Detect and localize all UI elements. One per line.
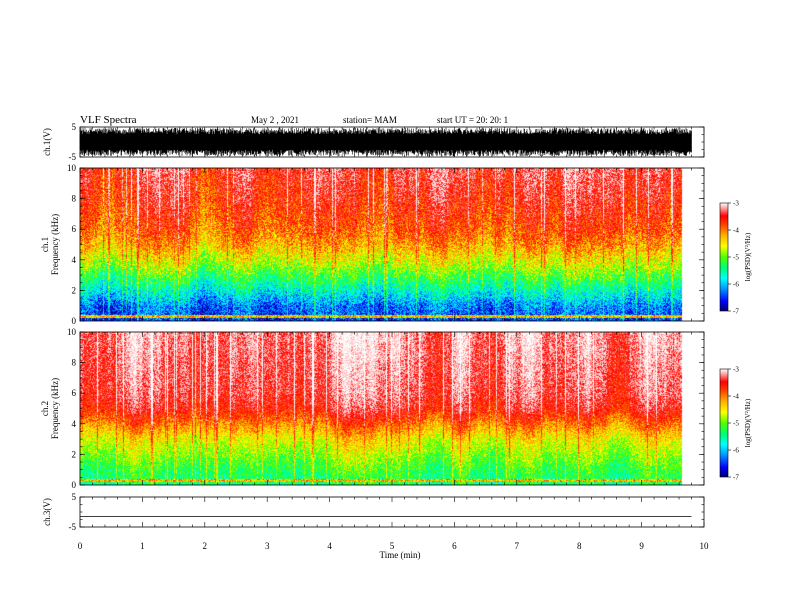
colorbar-tick-label: -3 <box>733 200 739 208</box>
colorbar-label-2: log(PSD)(V²/Hz) <box>744 398 752 447</box>
x-tick-label: 6 <box>452 541 457 551</box>
y-tick-label: 10 <box>67 327 77 337</box>
y-tick-label: 0 <box>72 316 77 326</box>
x-tick-label: 8 <box>577 541 582 551</box>
x-tick-label: 4 <box>327 541 332 551</box>
ch1-waveform-trace <box>79 127 692 157</box>
y-tick-label: 5 <box>72 122 77 132</box>
colorbar-tick-label: -4 <box>733 393 739 401</box>
x-axis-label: Time (min) <box>380 550 421 560</box>
y-tick-label: 6 <box>72 388 77 398</box>
y-tick-label: 10 <box>67 163 77 173</box>
colorbar-label-1: log(PSD)(V²/Hz) <box>744 232 752 281</box>
y-tick-label: 8 <box>72 358 77 368</box>
y-tick-label: 6 <box>72 224 77 234</box>
date-label: May 2 , 2021 <box>251 115 299 125</box>
ch2-frequency-label: Frequency (kHz) <box>50 378 60 439</box>
ch1-spec-channel-label: ch.1 <box>40 237 50 252</box>
colorbar-tick-label: -5 <box>733 254 739 262</box>
ch1-y-label: ch.1(V) <box>42 128 52 156</box>
x-tick-label: 1 <box>140 541 145 551</box>
start-time-label: start UT = 20: 20: 1 <box>437 115 508 125</box>
ch1-frequency-label: Frequency (kHz) <box>50 214 60 275</box>
x-tick-label: 3 <box>265 541 270 551</box>
ch2-spectrogram-image <box>80 332 694 485</box>
figure-title: VLF Spectra <box>80 114 137 126</box>
y-tick-label: 8 <box>72 194 77 204</box>
ch3-y-label: ch.3(V) <box>42 498 52 526</box>
ch1-spectrogram-image <box>80 168 694 321</box>
y-tick-label: 4 <box>72 419 77 429</box>
x-tick-label: 9 <box>639 541 644 551</box>
x-tick-label: 0 <box>78 541 83 551</box>
ch1-waveform-panel <box>79 127 692 157</box>
x-tick-label: 7 <box>515 541 520 551</box>
colorbar-tick-label: -7 <box>733 308 739 316</box>
x-tick-label: 2 <box>203 541 208 551</box>
colorbar-tick-label: -5 <box>733 420 739 428</box>
x-tick-label: 5 <box>390 541 395 551</box>
y-tick-label: -5 <box>69 522 77 532</box>
colorbar-tick-label: -6 <box>733 281 739 289</box>
x-tick-label: 10 <box>700 541 710 551</box>
y-tick-label: -5 <box>69 152 77 162</box>
y-tick-label: 2 <box>72 285 77 295</box>
colorbar-tick-label: -6 <box>733 447 739 455</box>
colorbar-tick-label: -4 <box>733 227 739 235</box>
station-label: station= MAM <box>343 115 397 125</box>
ch2-spec-channel-label: ch.2 <box>40 401 50 416</box>
colorbar-tick-label: -7 <box>733 474 739 482</box>
y-tick-label: 0 <box>72 480 77 490</box>
ch2-colorbar <box>719 368 729 478</box>
y-tick-label: 4 <box>72 255 77 265</box>
y-tick-label: 5 <box>72 492 77 502</box>
y-tick-label: 2 <box>72 449 77 459</box>
ch1-colorbar <box>719 202 729 312</box>
colorbar-tick-label: -3 <box>733 366 739 374</box>
